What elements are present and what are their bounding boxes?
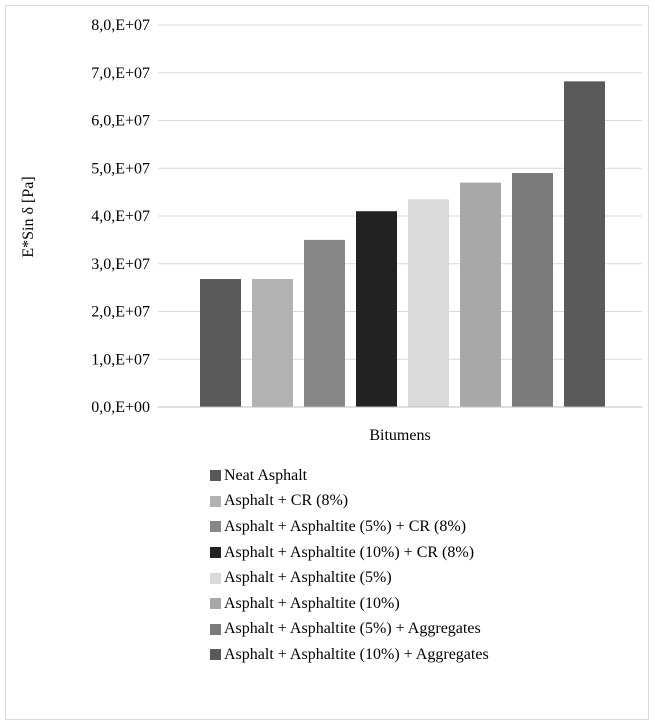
- y-tick-label: 0,0,E+00: [91, 399, 150, 416]
- y-tick-label: 4,0,E+07: [91, 208, 150, 225]
- bar: [304, 239, 345, 407]
- y-tick-label: 5,0,E+07: [91, 160, 150, 177]
- legend-label: Asphalt + Asphaltite (10%): [224, 594, 400, 612]
- legend-item: Asphalt + Asphaltite (5%) + CR (8%): [210, 514, 489, 540]
- bar: [512, 173, 553, 407]
- bars: [200, 81, 605, 407]
- legend-label: Neat Asphalt: [224, 466, 308, 484]
- legend-item: Asphalt + Asphaltite (5%) + Aggregates: [210, 617, 489, 643]
- chart-frame: [5, 5, 649, 720]
- legend-swatch: [210, 623, 221, 635]
- bar: [564, 81, 605, 407]
- legend: Neat Asphalt Asphalt + CR (8%) Asphalt + A…: [210, 463, 489, 668]
- legend-label: Asphalt + Asphaltite (5%) + CR (8%): [224, 517, 467, 535]
- legend-swatch: [210, 547, 221, 559]
- x-axis-title: Bitumens: [369, 427, 430, 444]
- legend-swatch: [210, 470, 221, 482]
- legend-item: Asphalt + Asphaltite (10%) + Aggregates: [210, 642, 489, 668]
- y-tick-label: 2,0,E+07: [91, 304, 150, 321]
- bar: [252, 279, 293, 407]
- gridlines: [158, 24, 642, 360]
- y-axis-title: E*Sin δ [Pa]: [20, 176, 37, 257]
- bar: [356, 211, 397, 407]
- legend-swatch: [210, 598, 221, 610]
- legend-swatch: [210, 521, 221, 533]
- legend-label: Asphalt + Asphaltite (5%): [224, 569, 392, 587]
- legend-item: Asphalt + Asphaltite (5%): [210, 565, 489, 591]
- y-tick-label: 8,0,E+07: [91, 17, 150, 34]
- y-tick-label: 1,0,E+07: [91, 351, 150, 368]
- legend-swatch: [210, 572, 221, 584]
- bar: [460, 182, 501, 407]
- legend-item: Neat Asphalt: [210, 463, 489, 489]
- y-tick-label: 6,0,E+07: [91, 113, 150, 130]
- legend-swatch: [210, 649, 221, 661]
- legend-item: Asphalt + Asphaltite (10%) + CR (8%): [210, 540, 489, 566]
- legend-item: Asphalt + Asphaltite (10%): [210, 591, 489, 617]
- y-tick-label: 3,0,E+07: [91, 256, 150, 273]
- legend-label: Asphalt + Asphaltite (10%) + Aggregates: [224, 645, 489, 663]
- bar: [200, 279, 241, 407]
- legend-swatch: [210, 495, 221, 507]
- legend-label: Asphalt + Asphaltite (10%) + CR (8%): [224, 543, 475, 561]
- legend-label: Asphalt + CR (8%): [224, 492, 349, 510]
- y-axis-tick-labels: 0,0,E+00 1,0,E+07 2,0,E+07 3,0,E+07 4,0,E+07…: [91, 17, 150, 416]
- legend-label: Asphalt + Asphaltite (5%) + Aggregates: [224, 620, 481, 638]
- bar: [408, 199, 449, 407]
- y-tick-label: 7,0,E+07: [91, 65, 150, 82]
- legend-item: Asphalt + CR (8%): [210, 489, 489, 515]
